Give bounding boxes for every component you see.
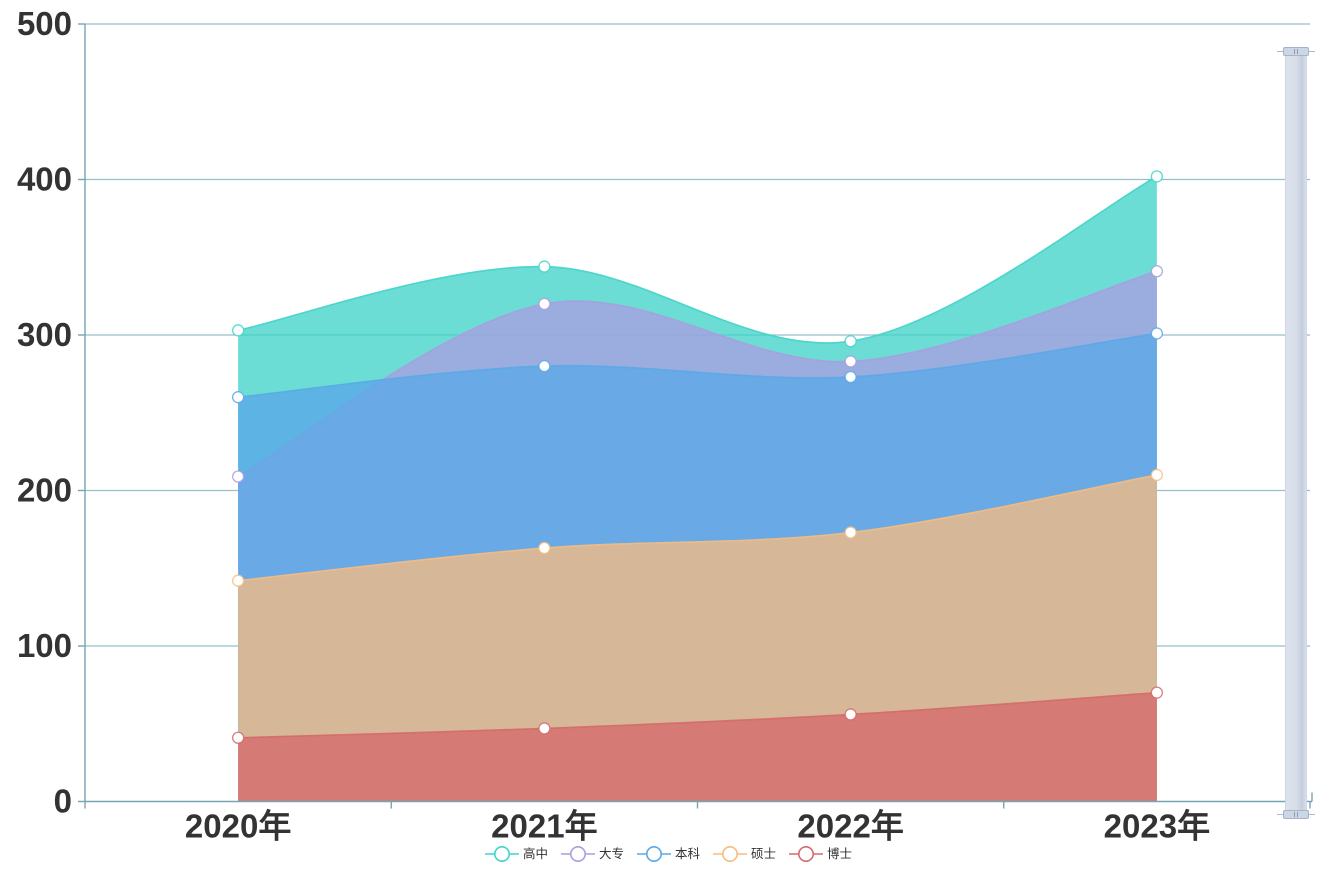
- point-master-2021年[interactable]: [538, 541, 551, 555]
- chart-legend: 高中 大专 本科 硕士 博士: [0, 845, 1336, 863]
- y-axis-label: 400: [17, 161, 72, 198]
- point-high-school-2021年[interactable]: [538, 260, 551, 273]
- point-doctor-2022年[interactable]: [844, 708, 857, 721]
- point-doctor-2021年[interactable]: [538, 722, 551, 735]
- x-axis-label: 2020年: [185, 808, 291, 845]
- line-doctor: [238, 691, 1157, 739]
- grip-icon: [1297, 812, 1298, 817]
- point-doctor-2020年[interactable]: [231, 731, 245, 744]
- datazoom-slider[interactable]: [1277, 47, 1315, 819]
- legend-item-high-school[interactable]: 高中: [484, 845, 548, 863]
- x-axis-label: 2022年: [797, 808, 903, 845]
- series-areas: [237, 175, 1158, 802]
- legend-item-bachelor[interactable]: 本科: [636, 845, 700, 863]
- datazoom-handle-top[interactable]: [1277, 47, 1315, 56]
- point-master-2022年[interactable]: [844, 526, 857, 539]
- point-doctor-2023年[interactable]: [1150, 686, 1164, 699]
- grip-icon: [1294, 812, 1295, 817]
- legend-marker-icon: [560, 846, 595, 862]
- data-points: [231, 170, 1164, 744]
- area-fill-doctor[interactable]: [238, 692, 1157, 802]
- legend-marker-icon: [789, 846, 824, 862]
- x-axis-label: 2023年: [1104, 808, 1210, 845]
- legend-item-doctor[interactable]: 博士: [788, 845, 852, 863]
- legend-marker-icon: [713, 846, 747, 862]
- point-bachelor-2023年[interactable]: [1150, 327, 1164, 340]
- axes: 0 100 200 300 400 500 2020年 2021年 2022年 2023年: [17, 5, 1313, 845]
- point-high-school-2022年[interactable]: [844, 335, 857, 348]
- point-associate-2022年[interactable]: [844, 355, 857, 368]
- legend-marker-icon: [636, 846, 671, 862]
- y-axis-label: 500: [17, 5, 72, 42]
- point-master-2020年[interactable]: [231, 574, 245, 587]
- y-axis-label: 0: [54, 783, 72, 820]
- y-axis-label: 100: [17, 627, 72, 664]
- datazoom-handle-bottom[interactable]: [1277, 810, 1315, 819]
- line-bachelor: [238, 332, 1157, 398]
- y-axis-label: 200: [17, 472, 72, 509]
- legend-label: 博士: [827, 846, 853, 861]
- legend-marker-icon: [484, 846, 519, 862]
- y-axis-label: 300: [17, 316, 72, 353]
- legend-label: 本科: [674, 846, 700, 861]
- point-bachelor-2022年[interactable]: [844, 370, 857, 384]
- legend-label: 硕士: [751, 846, 777, 861]
- area-series-doctor[interactable]: [238, 691, 1157, 802]
- point-high-school-2023年[interactable]: [1150, 170, 1164, 183]
- x-axis-label: 2021年: [491, 808, 597, 845]
- point-master-2023年[interactable]: [1150, 468, 1164, 482]
- legend-item-associate[interactable]: 大专: [560, 845, 624, 863]
- point-associate-2023年[interactable]: [1150, 265, 1164, 278]
- point-associate-2020年[interactable]: [231, 470, 245, 483]
- grip-icon: [1294, 49, 1295, 54]
- point-high-school-2020年[interactable]: [231, 324, 245, 337]
- line-master: [238, 474, 1158, 582]
- grip-icon: [1297, 49, 1298, 54]
- line-high-school: [237, 175, 1158, 344]
- legend-label: 大专: [598, 846, 624, 861]
- point-associate-2021年[interactable]: [538, 297, 551, 311]
- legend-label: 高中: [522, 846, 548, 861]
- point-bachelor-2021年[interactable]: [538, 359, 551, 373]
- legend-item-master[interactable]: 硕士: [712, 845, 776, 863]
- point-bachelor-2020年[interactable]: [231, 391, 245, 404]
